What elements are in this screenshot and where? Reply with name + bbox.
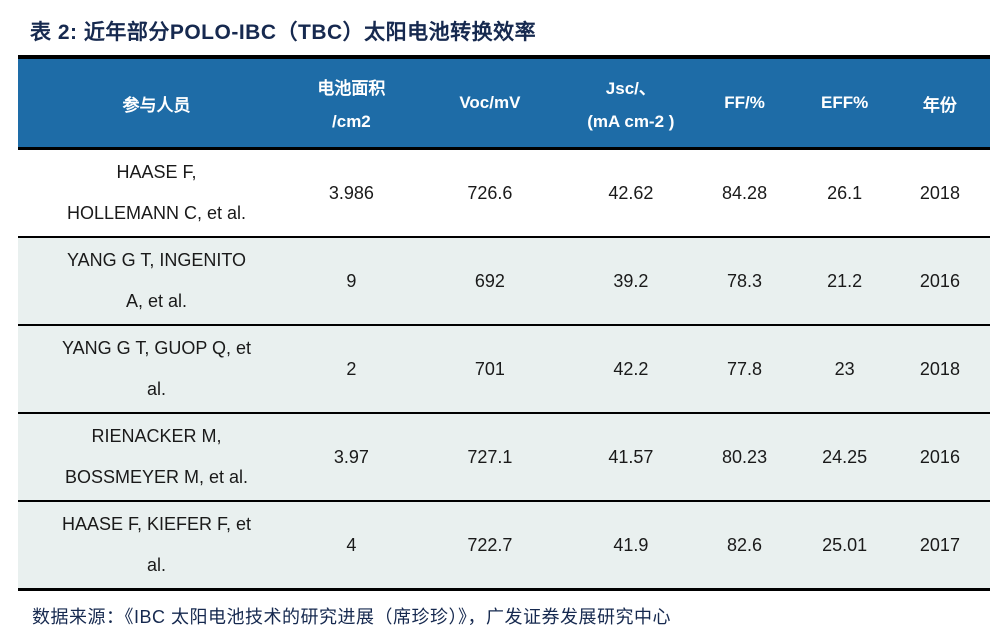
header-label: 年份 (922, 95, 957, 115)
area-cell: 9 (295, 236, 408, 325)
header-label: 参与人员 (122, 95, 191, 115)
col-header-participants: 参与人员 (18, 57, 296, 150)
participants-cell: YANG G T, GUOP Q, et al. (18, 324, 296, 413)
year-cell: 2016 (889, 412, 990, 501)
jsc-cell: 42.2 (572, 324, 690, 413)
data-source-note: 数据来源：《IBC 太阳电池技术的研究进展（席珍珍）》，广发证券发展研究中心 (32, 607, 672, 627)
col-header-eff: EFF% (799, 57, 890, 150)
eff-cell: 24.25 (799, 412, 890, 501)
col-header-jsc: Jsc/、 (mA cm-2 ) (572, 57, 690, 150)
voc-cell: 727.1 (407, 412, 573, 501)
participant-line: BOSSMEYER M, et al. (64, 467, 249, 487)
ff-cell: 77.8 (689, 324, 800, 413)
efficiency-table: 参与人员 电池面积/cm2 Voc/mV Jsc/、 (mA cm-2 ) FF/… (18, 55, 990, 591)
participant-line: A, et al. (125, 291, 188, 311)
year-cell: 2018 (889, 148, 990, 237)
header-label: (mA cm-2 ) (587, 112, 675, 132)
area-cell: 3.97 (295, 412, 408, 501)
participant-line: RIENACKER M, (91, 426, 222, 446)
header-label: /cm2 (332, 112, 371, 132)
header-label: Jsc/、 (605, 78, 656, 98)
area-cell: 3.986 (295, 148, 408, 237)
eff-cell: 21.2 (799, 236, 890, 325)
table-row: YANG G T, INGENITO A, et al. 9 692 39.2 7… (18, 236, 990, 325)
participant-line: al. (147, 379, 167, 399)
jsc-cell: 42.62 (572, 148, 690, 237)
ff-cell: 78.3 (689, 236, 800, 325)
eff-cell: 23 (799, 324, 890, 413)
voc-cell: 701 (407, 324, 573, 413)
col-header-ff: FF/% (689, 57, 800, 150)
header-label: FF/% (724, 93, 765, 112)
participant-line: al. (147, 555, 167, 575)
jsc-cell: 39.2 (572, 236, 690, 325)
year-cell: 2017 (889, 500, 990, 590)
jsc-cell: 41.9 (572, 500, 690, 590)
participant-line: YANG G T, INGENITO (66, 250, 247, 270)
participants-cell: HAASE F, HOLLEMANN C, et al. (18, 148, 296, 237)
participant-line: HAASE F, KIEFER F, et (61, 514, 252, 534)
voc-cell: 726.6 (407, 148, 573, 237)
table-row: HAASE F, HOLLEMANN C, et al. 3.986 726.6 … (18, 148, 990, 237)
ff-cell: 84.28 (689, 148, 800, 237)
area-cell: 2 (295, 324, 408, 413)
table-title: 表 2: 近年部分POLO-IBC（TBC）太阳电池转换效率 (30, 21, 537, 44)
table-row: HAASE F, KIEFER F, et al. 4 722.7 41.9 82… (18, 500, 990, 590)
ff-cell: 82.6 (689, 500, 800, 590)
table-row: YANG G T, GUOP Q, et al. 2 701 42.2 77.8 … (18, 324, 990, 413)
table-row: RIENACKER M, BOSSMEYER M, et al. 3.97 727… (18, 412, 990, 501)
header-label: 电池面积 (317, 78, 386, 98)
table-body: HAASE F, HOLLEMANN C, et al. 3.986 726.6 … (18, 148, 990, 590)
jsc-cell: 41.57 (572, 412, 690, 501)
participants-cell: RIENACKER M, BOSSMEYER M, et al. (18, 412, 296, 501)
eff-cell: 26.1 (799, 148, 890, 237)
year-cell: 2016 (889, 236, 990, 325)
participants-cell: YANG G T, INGENITO A, et al. (18, 236, 296, 325)
header-row: 参与人员 电池面积/cm2 Voc/mV Jsc/、 (mA cm-2 ) FF/… (18, 57, 990, 150)
participant-line: HOLLEMANN C, et al. (66, 203, 247, 223)
ff-cell: 80.23 (689, 412, 800, 501)
participant-line: HAASE F, (116, 162, 197, 182)
voc-cell: 692 (407, 236, 573, 325)
col-header-voc: Voc/mV (407, 57, 573, 150)
year-cell: 2018 (889, 324, 990, 413)
voc-cell: 722.7 (407, 500, 573, 590)
area-cell: 4 (295, 500, 408, 590)
table-header: 参与人员 电池面积/cm2 Voc/mV Jsc/、 (mA cm-2 ) FF/… (18, 57, 990, 150)
participants-cell: HAASE F, KIEFER F, et al. (18, 500, 296, 590)
participant-line: YANG G T, GUOP Q, et (61, 338, 252, 358)
col-header-year: 年份 (889, 57, 990, 150)
col-header-area: 电池面积/cm2 (295, 57, 408, 150)
eff-cell: 25.01 (799, 500, 890, 590)
header-label: EFF% (821, 93, 869, 112)
header-label: Voc/mV (459, 93, 521, 112)
